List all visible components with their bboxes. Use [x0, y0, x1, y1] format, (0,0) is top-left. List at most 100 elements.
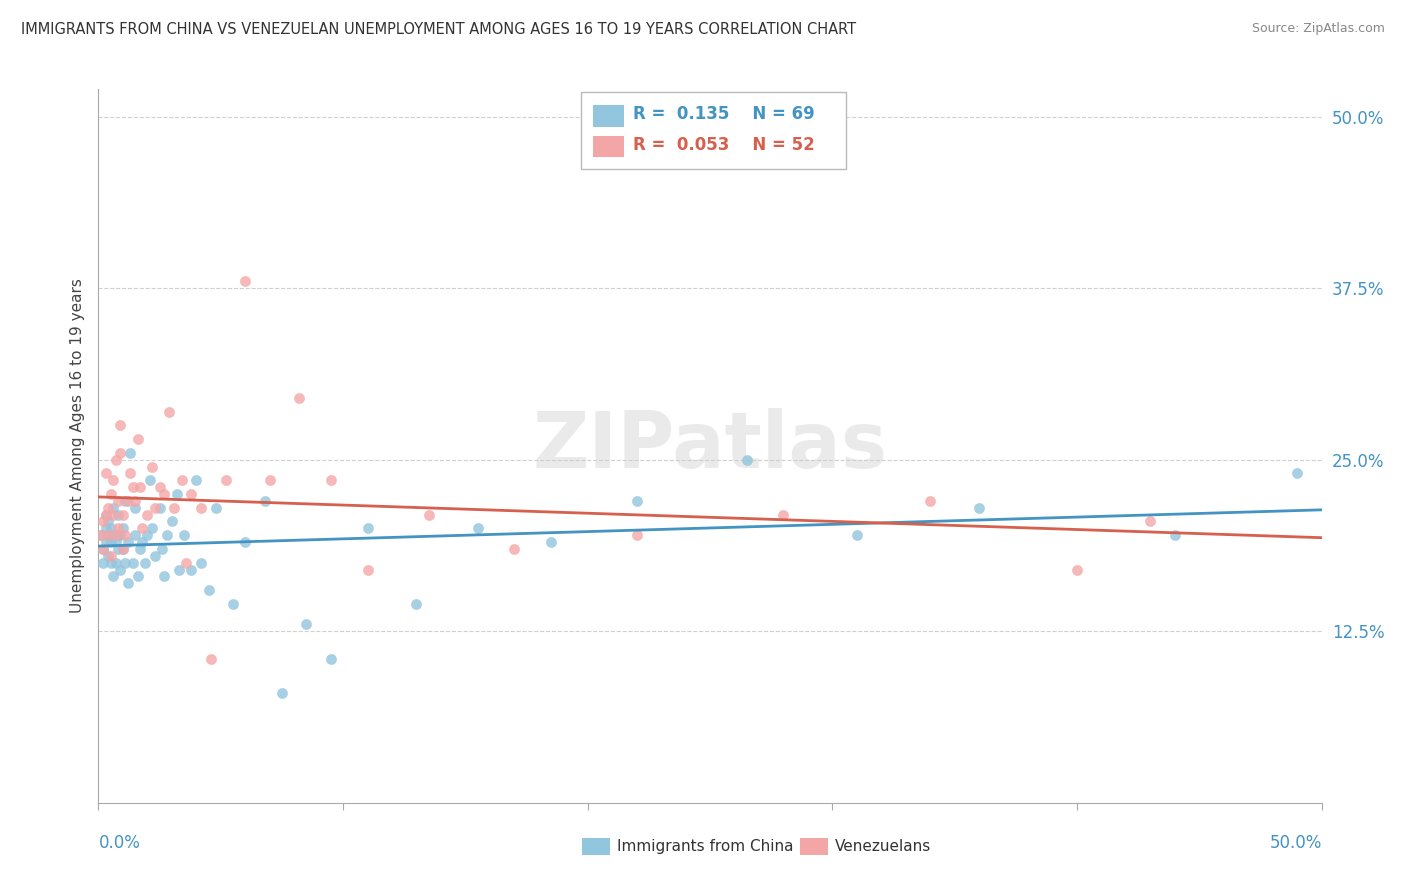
- Point: [129, 541, 152, 556]
- Point: [319, 651, 342, 665]
- Text: Venezuelans: Venezuelans: [835, 839, 931, 854]
- Point: [1286, 467, 1309, 481]
- Point: [107, 508, 129, 522]
- Point: [91, 541, 114, 556]
- Point: [100, 487, 122, 501]
- Point: [200, 651, 222, 665]
- Point: [131, 535, 153, 549]
- Point: [295, 617, 318, 632]
- Point: [114, 494, 136, 508]
- Point: [117, 535, 139, 549]
- Point: [121, 480, 143, 494]
- Point: [233, 274, 256, 288]
- Point: [160, 515, 183, 529]
- Point: [503, 541, 526, 556]
- Text: 0.0%: 0.0%: [98, 834, 141, 852]
- Point: [153, 487, 176, 501]
- Point: [120, 467, 142, 481]
- Point: [418, 508, 440, 522]
- Text: Immigrants from China: Immigrants from China: [617, 839, 794, 854]
- Point: [149, 480, 172, 494]
- Point: [121, 556, 143, 570]
- Point: [94, 508, 117, 522]
- Point: [222, 597, 245, 611]
- Point: [356, 562, 378, 576]
- Point: [100, 535, 122, 549]
- Point: [735, 452, 758, 467]
- Point: [101, 500, 124, 515]
- Point: [111, 508, 134, 522]
- Text: ZIPatlas: ZIPatlas: [533, 408, 887, 484]
- Point: [101, 528, 124, 542]
- Text: 50.0%: 50.0%: [1270, 834, 1322, 852]
- Point: [1139, 515, 1161, 529]
- Point: [136, 528, 159, 542]
- Point: [180, 487, 202, 501]
- Point: [920, 494, 942, 508]
- Point: [104, 452, 127, 467]
- Point: [467, 521, 489, 535]
- Point: [97, 528, 120, 542]
- Point: [120, 446, 142, 460]
- Point: [270, 686, 294, 700]
- Point: [111, 541, 134, 556]
- Point: [233, 535, 256, 549]
- Point: [97, 549, 120, 563]
- Point: [131, 521, 153, 535]
- Point: [90, 528, 112, 542]
- Point: [205, 500, 228, 515]
- Point: [153, 569, 176, 583]
- Point: [1164, 528, 1187, 542]
- Point: [626, 528, 648, 542]
- Point: [107, 528, 129, 542]
- Point: [176, 556, 198, 570]
- Point: [94, 535, 117, 549]
- Point: [110, 446, 132, 460]
- Point: [110, 528, 132, 542]
- Point: [100, 549, 122, 563]
- Point: [1066, 562, 1088, 576]
- Point: [134, 556, 156, 570]
- Point: [197, 583, 219, 598]
- Point: [180, 562, 202, 576]
- Point: [107, 494, 129, 508]
- Point: [163, 500, 186, 515]
- Point: [111, 521, 134, 535]
- Text: Source: ZipAtlas.com: Source: ZipAtlas.com: [1251, 22, 1385, 36]
- Point: [405, 597, 427, 611]
- Point: [107, 521, 129, 535]
- Point: [845, 528, 868, 542]
- Point: [150, 541, 173, 556]
- Point: [111, 541, 134, 556]
- Point: [124, 500, 146, 515]
- Point: [166, 487, 188, 501]
- Point: [626, 494, 648, 508]
- Point: [117, 494, 139, 508]
- Point: [101, 473, 124, 487]
- Point: [129, 480, 152, 494]
- Point: [94, 467, 117, 481]
- Point: [94, 508, 117, 522]
- Point: [143, 500, 166, 515]
- Point: [100, 556, 122, 570]
- Point: [156, 528, 179, 542]
- Point: [143, 549, 166, 563]
- Point: [167, 562, 190, 576]
- Point: [91, 515, 114, 529]
- Point: [127, 569, 149, 583]
- Point: [173, 528, 195, 542]
- Point: [141, 459, 163, 474]
- Point: [117, 576, 139, 591]
- Point: [319, 473, 342, 487]
- Point: [114, 556, 136, 570]
- Point: [190, 500, 212, 515]
- Point: [90, 528, 112, 542]
- Point: [141, 521, 163, 535]
- Point: [104, 528, 127, 542]
- Y-axis label: Unemployment Among Ages 16 to 19 years: Unemployment Among Ages 16 to 19 years: [69, 278, 84, 614]
- Point: [107, 541, 129, 556]
- Text: IMMIGRANTS FROM CHINA VS VENEZUELAN UNEMPLOYMENT AMONG AGES 16 TO 19 YEARS CORRE: IMMIGRANTS FROM CHINA VS VENEZUELAN UNEM…: [21, 22, 856, 37]
- Point: [94, 521, 117, 535]
- Point: [772, 508, 794, 522]
- Point: [214, 473, 236, 487]
